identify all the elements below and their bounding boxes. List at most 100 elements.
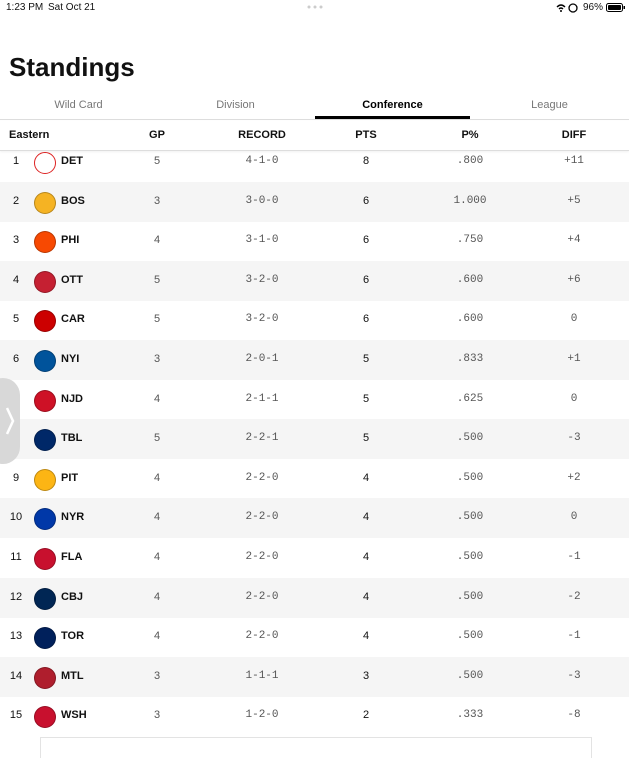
standings-row[interactable]: 1 DET 5 4-1-0 8 .800 +11	[0, 142, 629, 182]
team-logo	[34, 429, 56, 452]
standings-row[interactable]: 14 MTL 3 1-1-1 3 .500 -3	[0, 656, 629, 697]
standings-row[interactable]: 3 PHI 4 3-1-0 6 .750 +4	[0, 221, 629, 261]
goal-diff: -8	[567, 709, 581, 722]
goal-diff: 0	[570, 392, 578, 405]
points: 6	[362, 273, 370, 286]
standings-row[interactable]: 12 CBJ 4 2-2-0 4 .500 -2	[0, 577, 629, 618]
record: 2-2-1	[245, 432, 279, 445]
games-played: 3	[153, 669, 161, 682]
games-played: 4	[153, 234, 161, 247]
team-abbr: NYR	[61, 511, 85, 524]
points: 5	[362, 432, 370, 445]
points-pct: .750	[456, 234, 484, 247]
battery-icon	[606, 3, 625, 12]
team-logo	[34, 508, 56, 531]
standings-row[interactable]: 11 FLA 4 2-2-0 4 .500 -1	[0, 538, 629, 578]
games-played: 4	[153, 511, 161, 524]
points-pct: .500	[456, 511, 484, 524]
record: 2-1-1	[245, 392, 279, 405]
record: 2-2-0	[245, 630, 279, 643]
standings-row[interactable]: 9 PIT 4 2-2-0 4 .500 +2	[0, 459, 629, 499]
points: 4	[362, 590, 370, 603]
column-header[interactable]: GP	[149, 129, 165, 141]
tab[interactable]: Division	[216, 99, 255, 111]
footer-card	[40, 737, 592, 758]
team-abbr: DET	[61, 155, 83, 167]
rank: 10	[9, 511, 23, 524]
standings-row[interactable]: 6 NYI 3 2-0-1 5 .833 +1	[0, 340, 629, 380]
standings-row[interactable]: 8TBL52-2-15.500-3	[0, 419, 629, 460]
standings-row[interactable]: 5 CAR 5 3-2-0 6 .600 0	[0, 300, 629, 340]
rank: 2	[12, 194, 20, 207]
games-played: 5	[153, 273, 161, 286]
goal-diff: +2	[567, 471, 581, 484]
column-header[interactable]: DIFF	[561, 129, 587, 141]
points-pct: 1.000	[453, 194, 487, 207]
team-logo	[34, 627, 56, 650]
goal-diff: -3	[567, 432, 581, 445]
rank: 3	[12, 234, 20, 247]
team-abbr: TOR	[61, 630, 85, 643]
standings-row[interactable]: 15 WSH 3 1-2-0 2 .333 -8	[0, 696, 629, 736]
points: 4	[362, 551, 370, 563]
goal-diff: +4	[567, 234, 581, 247]
column-header[interactable]: P%	[461, 129, 479, 141]
team-abbr: NYI	[61, 353, 80, 365]
team-logo	[34, 706, 56, 729]
games-played: 3	[153, 353, 161, 365]
rank: 12	[9, 590, 23, 603]
column-header: Eastern	[9, 129, 50, 141]
multitask-dots	[307, 5, 323, 9]
points: 4	[362, 630, 370, 643]
goal-diff: +5	[567, 194, 581, 207]
points-pct: .800	[456, 155, 484, 167]
points-pct: .333	[456, 709, 484, 722]
points: 4	[362, 471, 370, 484]
points-pct: .833	[456, 353, 484, 365]
games-played: 5	[153, 155, 161, 167]
team-logo	[34, 587, 56, 610]
games-played: 4	[153, 551, 161, 563]
table-header: Eastern GP RECORD PTS P% DIFF	[0, 121, 629, 151]
standings-row[interactable]: 4 OTT 5 3-2-0 6 .600 +6	[0, 260, 629, 301]
record: 3-1-0	[245, 234, 279, 247]
team-abbr: TBL	[61, 432, 83, 445]
points-pct: .500	[456, 432, 484, 445]
team-abbr: NJD	[61, 392, 84, 405]
team-abbr: MTL	[61, 669, 84, 682]
standings-row[interactable]: 2 BOS 3 3-0-0 6 1.000 +5	[0, 181, 629, 222]
team-abbr: PIT	[61, 471, 79, 484]
points-pct: .500	[456, 551, 484, 563]
points: 6	[362, 234, 370, 247]
goal-diff: -1	[567, 551, 581, 563]
status-time: 1:23 PM	[6, 2, 44, 13]
games-played: 4	[153, 392, 161, 405]
goal-diff: 0	[570, 313, 578, 326]
team-logo	[34, 468, 56, 491]
points: 4	[362, 511, 370, 524]
games-played: 3	[153, 194, 161, 207]
team-logo	[34, 389, 56, 412]
status-battery: 96%	[583, 2, 604, 13]
record: 1-1-1	[245, 669, 279, 682]
points-pct: .500	[456, 669, 484, 682]
standings-row[interactable]: 10 NYR 4 2-2-0 4 .500 0	[0, 498, 629, 539]
tab-divider	[0, 119, 629, 120]
standings-row[interactable]: 13 TOR 4 2-2-0 4 .500 -1	[0, 617, 629, 657]
record: 2-0-1	[245, 353, 279, 365]
column-header[interactable]: PTS	[355, 129, 377, 141]
rank: 14	[9, 669, 23, 682]
team-abbr: CAR	[61, 313, 85, 326]
points: 6	[362, 313, 370, 326]
column-header[interactable]: RECORD	[238, 129, 286, 141]
side-handle[interactable]	[0, 378, 20, 464]
record: 4-1-0	[245, 155, 279, 167]
tab[interactable]: Wild Card	[54, 99, 103, 111]
goal-diff: -2	[567, 590, 581, 603]
team-logo	[34, 350, 56, 372]
tab-indicator	[315, 116, 470, 119]
tab[interactable]: League	[531, 99, 568, 111]
tab[interactable]: Conference	[362, 99, 423, 111]
record: 3-2-0	[245, 313, 279, 326]
